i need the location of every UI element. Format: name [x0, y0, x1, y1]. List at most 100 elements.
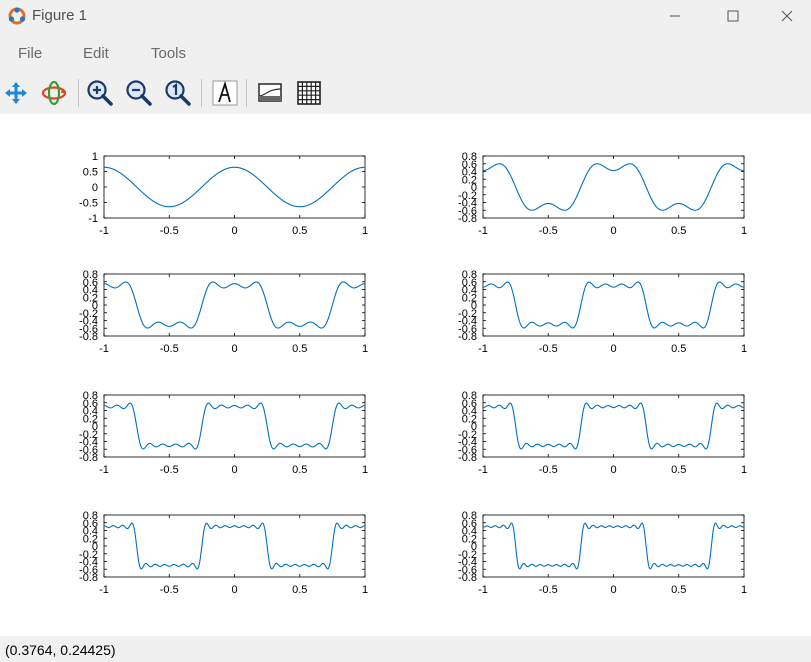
subplot-axes-5: [103, 394, 366, 458]
y-tick-label: 0.2: [462, 413, 477, 425]
y-tick-label: 0.5: [83, 167, 98, 179]
menu-tools[interactable]: Tools: [151, 45, 187, 62]
pan-icon: [5, 82, 27, 104]
series-line: [103, 166, 366, 208]
figure-canvas[interactable]: -1 -0.5 0 0.5 1 1 0.5 0 -0.5 -1 -1 -0.5 0 0.5 1 0.8 0.6 0…: [0, 114, 811, 636]
x-tick-label: -1: [99, 343, 109, 355]
y-tick-label: 0.6: [83, 518, 98, 530]
legend-button[interactable]: [254, 77, 286, 109]
y-tick-label: 0.6: [462, 398, 477, 410]
y-tick-label: -0.8: [79, 452, 98, 464]
series-line: [103, 402, 366, 450]
y-tick-label: -0.2: [458, 429, 477, 441]
close-button[interactable]: [762, 0, 811, 32]
toolbar-separator: [246, 79, 247, 107]
y-tick-label: 0: [92, 300, 98, 312]
cursor-coordinates: (0.3764, 0.24425): [5, 642, 116, 658]
text-button[interactable]: [209, 77, 241, 109]
x-tick-label: 0.5: [671, 584, 686, 596]
x-tick-label: -0.5: [539, 464, 558, 476]
x-tick-label: -1: [99, 464, 109, 476]
y-tick-label: 0.8: [462, 390, 477, 402]
x-tick-label: -0.5: [160, 584, 179, 596]
y-tick-label: 0.2: [462, 533, 477, 545]
x-tick-label: -1: [478, 584, 488, 596]
x-tick-label: -0.5: [539, 225, 558, 237]
x-tick-label: 0: [610, 464, 616, 476]
y-tick-label: -0.8: [79, 331, 98, 343]
x-tick-label: 0: [610, 225, 616, 237]
series-line: [482, 163, 745, 211]
y-tick-label: 0.8: [462, 510, 477, 522]
x-tick-label: 0: [231, 225, 237, 237]
y-tick-label: -0.6: [458, 564, 477, 576]
zoom-reset-button[interactable]: [162, 77, 194, 109]
x-tick-label: -0.5: [539, 343, 558, 355]
y-tick-label: -0.4: [458, 198, 477, 210]
status-bar: (0.3764, 0.24425): [0, 636, 811, 662]
zoom-in-button[interactable]: [84, 77, 116, 109]
series-line: [103, 281, 366, 329]
x-tick-label: -0.5: [160, 464, 179, 476]
zoom-out-button[interactable]: [123, 77, 155, 109]
y-tick-label: -0.8: [79, 572, 98, 584]
octave-logo-icon: [8, 7, 26, 25]
y-tick-label: -0.2: [458, 549, 477, 561]
x-tick-label: 1: [362, 343, 368, 355]
y-tick-label: 0.4: [83, 406, 98, 418]
y-tick-label: 0.4: [83, 285, 98, 297]
minimize-button[interactable]: [646, 0, 704, 32]
x-tick-label: 1: [741, 584, 747, 596]
menu-edit[interactable]: Edit: [83, 45, 109, 62]
zoom-reset-icon: [165, 80, 191, 106]
maximize-button[interactable]: [704, 0, 762, 32]
y-tick-label: 0.2: [462, 174, 477, 186]
maximize-icon: [727, 10, 739, 22]
grid-button[interactable]: [293, 77, 325, 109]
y-tick-label: -0.2: [79, 549, 98, 561]
y-tick-label: 0.8: [83, 510, 98, 522]
y-tick-label: -1: [88, 213, 98, 225]
x-tick-label: -1: [99, 225, 109, 237]
figure-svg: -1 -0.5 0 0.5 110.50-0.5-1-1 -0.5 0 0.5 10.80.60…: [79, 151, 747, 596]
y-tick-label: -0.4: [79, 437, 98, 449]
x-tick-label: 0.5: [292, 343, 307, 355]
y-tick-label: -0.6: [79, 323, 98, 335]
x-tick-label: 1: [741, 343, 747, 355]
toolbar-separator: [201, 79, 202, 107]
y-tick-label: 0: [471, 541, 477, 553]
legend-icon: [258, 83, 282, 102]
x-tick-label: -0.5: [160, 343, 179, 355]
y-tick-label: 0.4: [462, 526, 477, 538]
series-line: [482, 402, 745, 450]
y-tick-label: 0.6: [83, 277, 98, 289]
y-tick-label: 0.8: [83, 390, 98, 402]
y-tick-label: 0: [471, 421, 477, 433]
toolbar: [0, 72, 811, 114]
y-tick-label: 0.6: [462, 277, 477, 289]
x-tick-label: 0.5: [671, 343, 686, 355]
subplot-axes-2: [482, 155, 745, 219]
y-tick-label: 0.2: [83, 413, 98, 425]
y-tick-label: 0.2: [462, 292, 477, 304]
x-tick-label: 1: [362, 225, 368, 237]
y-tick-label: 0.8: [462, 151, 477, 163]
x-tick-label: -0.5: [160, 225, 179, 237]
text-icon: [212, 80, 238, 106]
x-tick-label: 0: [610, 584, 616, 596]
y-tick-label: 0: [471, 300, 477, 312]
menu-file[interactable]: File: [18, 45, 43, 62]
x-tick-label: 0: [231, 464, 237, 476]
minimize-icon: [670, 15, 680, 17]
y-tick-label: 1: [92, 151, 98, 163]
x-tick-label: -1: [478, 464, 488, 476]
y-tick-label: -0.2: [458, 190, 477, 202]
y-tick-label: -0.6: [79, 444, 98, 456]
pan-button[interactable]: [0, 77, 32, 109]
x-tick-label: -1: [478, 343, 488, 355]
series-line: [103, 522, 366, 570]
close-icon: [781, 10, 792, 22]
rotate-button[interactable]: [38, 77, 70, 109]
y-tick-label: 0.4: [462, 285, 477, 297]
y-tick-label: 0: [92, 541, 98, 553]
